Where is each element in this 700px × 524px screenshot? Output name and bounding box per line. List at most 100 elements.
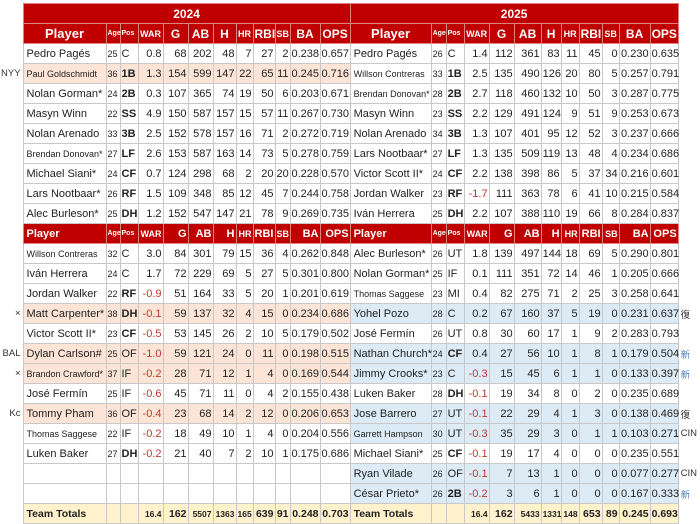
column-header-h[interactable]: H [540, 223, 562, 244]
left-2024-player-name[interactable]: Iván Herrera [22, 263, 107, 284]
right-2025-war-cell: -1.7 [463, 183, 490, 204]
column-header-player[interactable]: Player [349, 23, 432, 44]
column-header-ab[interactable]: AB [187, 23, 214, 44]
column-header-hr[interactable]: HR [235, 23, 254, 44]
left-2024-player-name[interactable]: Victor Scott II* [22, 323, 107, 344]
column-header-hr[interactable]: HR [235, 223, 254, 244]
left-2024-player-name[interactable]: Dylan Carlson# [22, 343, 107, 364]
right-2025-player-name[interactable]: Masyn Winn [349, 103, 432, 124]
right-2025-player-name[interactable]: Yohel Pozo [349, 303, 432, 324]
column-header-war[interactable]: WAR [463, 223, 490, 244]
column-header-hr[interactable]: HR [560, 23, 580, 44]
column-header-ba[interactable]: BA [618, 223, 651, 244]
left-2024-player-name[interactable]: Alec Burleson* [22, 203, 107, 224]
column-header-pos[interactable]: Pos [119, 23, 139, 44]
left-2024-player-name[interactable]: Lars Nootbaar* [22, 183, 107, 204]
column-header-age[interactable]: Age [430, 223, 447, 244]
left-2024-player-name[interactable]: Paul Goldschmidt [22, 63, 107, 84]
column-header-ba[interactable]: BA [289, 23, 321, 44]
column-header-h[interactable]: H [212, 23, 237, 44]
right-2025-player-name[interactable]: Pedro Pagés [349, 43, 432, 64]
left-note: Kc [9, 408, 21, 419]
left-2024-player-name[interactable]: Tommy Pham [22, 403, 107, 424]
left-2024-player-name[interactable]: Luken Baker [22, 443, 107, 464]
left-2024-player-name[interactable]: Brendan Donovan* [22, 143, 107, 164]
left-2024-player-name[interactable]: Jordan Walker [22, 283, 107, 304]
column-header-ops[interactable]: OPS [319, 23, 351, 44]
right-2025-player-name[interactable]: Jimmy Crooks* [349, 363, 432, 384]
column-header-ab[interactable]: AB [513, 223, 542, 244]
column-header-war[interactable]: WAR [463, 23, 490, 44]
column-header-ops[interactable]: OPS [319, 223, 351, 244]
left-2024-player-name[interactable]: Pedro Pagés [22, 43, 107, 64]
column-header-hr[interactable]: HR [560, 223, 580, 244]
column-header-ab[interactable]: AB [513, 23, 542, 44]
column-header-war[interactable]: WAR [137, 223, 164, 244]
right-2025-ab-cell: 398 [513, 163, 542, 184]
right-note [678, 244, 698, 264]
player-row: NYY Paul Goldschmidt 36 1B 1.3 154 599 147 22 65 1… [1, 63, 698, 84]
column-header-age[interactable]: Age [105, 23, 121, 44]
column-header-war[interactable]: WAR [137, 23, 164, 44]
column-header-g[interactable]: G [488, 23, 515, 44]
right-2025-player-name[interactable]: Iván Herrera [349, 203, 432, 224]
right-2025-player-name[interactable]: Brendan Donovan* [349, 83, 432, 104]
left-2024-player-name[interactable]: Nolan Arenado [22, 123, 107, 144]
left-2024-player-name[interactable]: Michael Siani* [22, 163, 107, 184]
column-header-ops[interactable]: OPS [649, 23, 679, 44]
column-header-rbi[interactable]: RBI [252, 23, 276, 44]
right-2025-player-name[interactable]: Luken Baker [349, 383, 432, 404]
left-2024-player-name[interactable]: Masyn Winn [22, 103, 107, 124]
column-header-sb[interactable]: SB [601, 223, 620, 244]
right-2025-player-name[interactable]: Nolan Arenado [349, 123, 432, 144]
column-header-ba[interactable]: BA [289, 223, 321, 244]
right-note: CIN [680, 428, 698, 439]
right-2025-player-name[interactable]: Lars Nootbaar* [349, 143, 432, 164]
column-header-player[interactable]: Player [22, 23, 107, 44]
column-header-age[interactable]: Age [430, 23, 447, 44]
right-2025-player-name[interactable]: Ryan Vilade [349, 463, 432, 484]
column-header-g[interactable]: G [162, 23, 189, 44]
column-header-pos[interactable]: Pos [445, 223, 465, 244]
column-header-h[interactable]: H [540, 23, 562, 44]
column-header-pos[interactable]: Pos [119, 223, 139, 244]
column-header-ab[interactable]: AB [187, 223, 214, 244]
left-2024-ab-cell: 229 [187, 263, 214, 284]
left-2024-player-name[interactable]: Brandon Crawford* [22, 363, 107, 384]
right-2025-player-name[interactable]: Nathan Church* [349, 343, 432, 364]
column-header-player[interactable]: Player [349, 223, 432, 244]
right-2025-player-name[interactable]: Garrett Hampson [349, 423, 432, 444]
right-2025-player-name[interactable]: Jose Barrero [349, 403, 432, 424]
column-header-rbi[interactable]: RBI [578, 223, 603, 244]
column-header-g[interactable]: G [488, 223, 515, 244]
right-2025-player-name[interactable]: Alec Burleson* [349, 243, 432, 264]
right-2025-war-cell: 0.4 [463, 343, 490, 364]
left-2024-player-name[interactable]: José Fermín [22, 383, 107, 404]
right-2025-player-name[interactable]: José Fermín [349, 323, 432, 344]
left-2024-player-name[interactable]: Willson Contreras [22, 243, 107, 264]
column-header-h[interactable]: H [212, 223, 237, 244]
column-header-rbi[interactable]: RBI [252, 223, 276, 244]
column-header-player[interactable]: Player [22, 223, 107, 244]
right-2025-player-name[interactable]: Jordan Walker [349, 183, 432, 204]
left-2024-player-name[interactable]: Matt Carpenter* [22, 303, 107, 324]
column-header-age[interactable]: Age [105, 223, 121, 244]
column-header-sb[interactable]: SB [274, 223, 291, 244]
right-2025-sb-cell: 0 [601, 363, 620, 384]
left-2024-player-name[interactable]: Thomas Saggese [22, 423, 107, 444]
right-2025-player-name[interactable]: Willson Contreras [349, 63, 432, 84]
right-2025-player-name[interactable]: Nolan Gorman* [349, 263, 432, 284]
right-2025-player-name[interactable]: Thomas Saggese [349, 283, 432, 304]
left-2024-player-name[interactable]: Nolan Gorman* [22, 83, 107, 104]
column-header-sb[interactable]: SB [274, 23, 291, 44]
left-2024-hr-cell: 0 [235, 383, 254, 404]
column-header-rbi[interactable]: RBI [578, 23, 603, 44]
column-header-sb[interactable]: SB [601, 23, 620, 44]
column-header-g[interactable]: G [162, 223, 189, 244]
column-header-pos[interactable]: Pos [445, 23, 465, 44]
right-2025-player-name[interactable]: César Prieto* [349, 483, 432, 504]
right-2025-player-name[interactable]: Victor Scott II* [349, 163, 432, 184]
right-2025-player-name[interactable]: Michael Siani* [349, 443, 432, 464]
column-header-ba[interactable]: BA [618, 23, 651, 44]
column-header-ops[interactable]: OPS [649, 223, 679, 244]
